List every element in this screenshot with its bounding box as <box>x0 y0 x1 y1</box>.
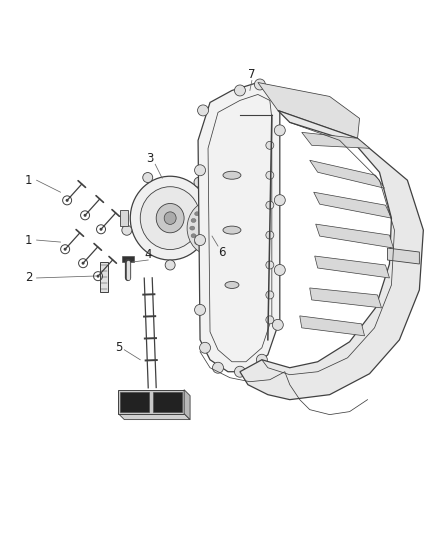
Ellipse shape <box>214 248 219 252</box>
Ellipse shape <box>221 246 226 249</box>
Circle shape <box>266 291 274 299</box>
Ellipse shape <box>191 219 196 222</box>
Polygon shape <box>118 390 184 414</box>
Circle shape <box>66 199 69 202</box>
Text: 3: 3 <box>147 152 154 165</box>
Ellipse shape <box>207 204 212 208</box>
Polygon shape <box>314 256 389 278</box>
Circle shape <box>254 79 265 90</box>
Circle shape <box>256 354 267 365</box>
Bar <box>120 392 149 411</box>
Circle shape <box>122 225 132 235</box>
Ellipse shape <box>230 234 235 238</box>
Ellipse shape <box>223 226 241 234</box>
Circle shape <box>266 316 274 324</box>
Polygon shape <box>310 288 381 308</box>
Ellipse shape <box>187 200 239 256</box>
Ellipse shape <box>164 212 176 224</box>
Circle shape <box>274 125 285 136</box>
Circle shape <box>234 85 245 96</box>
Polygon shape <box>258 83 360 139</box>
Circle shape <box>208 225 219 235</box>
Circle shape <box>274 93 285 104</box>
Circle shape <box>64 248 67 251</box>
Circle shape <box>165 260 175 270</box>
Text: 5: 5 <box>115 341 122 354</box>
Circle shape <box>266 201 274 209</box>
Bar <box>153 392 182 411</box>
Ellipse shape <box>231 226 236 230</box>
Polygon shape <box>310 160 385 188</box>
Polygon shape <box>302 132 370 148</box>
Ellipse shape <box>226 240 231 245</box>
Text: 2: 2 <box>25 271 32 285</box>
Bar <box>122 256 134 262</box>
Circle shape <box>266 261 274 269</box>
Circle shape <box>96 274 99 278</box>
Ellipse shape <box>190 226 195 230</box>
Ellipse shape <box>207 248 212 252</box>
Circle shape <box>194 177 204 187</box>
Polygon shape <box>118 414 190 419</box>
Circle shape <box>194 235 205 246</box>
Polygon shape <box>120 210 128 226</box>
Circle shape <box>194 304 205 316</box>
Circle shape <box>81 262 85 265</box>
Circle shape <box>200 342 211 353</box>
Circle shape <box>266 231 274 239</box>
Text: 6: 6 <box>218 246 226 259</box>
Ellipse shape <box>214 204 219 208</box>
Bar <box>100 262 108 292</box>
Circle shape <box>99 228 102 231</box>
Text: 4: 4 <box>145 247 152 261</box>
Polygon shape <box>316 224 393 248</box>
Ellipse shape <box>194 212 200 216</box>
Ellipse shape <box>225 281 239 288</box>
Ellipse shape <box>226 212 231 216</box>
Circle shape <box>266 171 274 179</box>
Ellipse shape <box>191 234 196 238</box>
Polygon shape <box>240 110 424 400</box>
Circle shape <box>84 214 87 217</box>
Ellipse shape <box>223 171 241 179</box>
Ellipse shape <box>156 204 184 233</box>
Ellipse shape <box>194 240 200 245</box>
Circle shape <box>272 319 283 330</box>
Polygon shape <box>198 83 280 372</box>
Circle shape <box>194 165 205 176</box>
Text: 7: 7 <box>248 68 256 81</box>
Ellipse shape <box>130 176 210 260</box>
Ellipse shape <box>140 187 200 249</box>
Circle shape <box>198 105 208 116</box>
Circle shape <box>212 362 223 373</box>
Ellipse shape <box>230 219 235 222</box>
Circle shape <box>143 173 153 182</box>
Polygon shape <box>184 390 190 419</box>
Polygon shape <box>300 316 364 336</box>
Polygon shape <box>388 248 419 264</box>
Text: 1: 1 <box>25 233 32 247</box>
Circle shape <box>234 366 245 377</box>
Ellipse shape <box>200 246 205 249</box>
Ellipse shape <box>207 222 219 235</box>
Circle shape <box>266 141 274 149</box>
Ellipse shape <box>221 207 226 211</box>
Circle shape <box>274 264 285 276</box>
Ellipse shape <box>200 207 205 211</box>
Circle shape <box>274 195 285 206</box>
Text: 1: 1 <box>25 174 32 187</box>
Polygon shape <box>314 192 392 218</box>
